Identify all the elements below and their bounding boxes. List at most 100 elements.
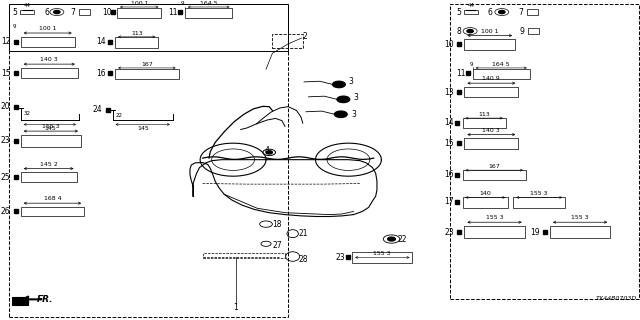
Bar [463,197,508,208]
Text: 145: 145 [137,126,148,131]
Circle shape [54,11,60,14]
Text: 4: 4 [264,146,269,155]
Text: 6: 6 [44,8,49,17]
Bar [10,4,288,317]
Text: 23: 23 [445,228,454,236]
Bar [352,252,412,263]
Bar [10,4,288,51]
Text: 28: 28 [299,254,308,264]
Text: 1: 1 [233,303,238,312]
Text: 22: 22 [115,113,122,118]
Circle shape [499,11,505,14]
Bar [463,118,506,128]
Bar [273,34,303,48]
Bar [450,4,639,300]
Text: 25: 25 [1,173,11,182]
Circle shape [333,81,345,88]
Text: 9: 9 [13,24,16,29]
Text: 164 5: 164 5 [492,62,510,67]
Text: 16: 16 [444,170,454,179]
Text: 23: 23 [1,136,11,146]
Text: 26: 26 [1,207,11,216]
Text: 155 3: 155 3 [373,251,391,256]
Text: 21: 21 [299,229,308,238]
Text: 155 3: 155 3 [42,124,60,129]
Text: 11: 11 [168,8,177,17]
Text: TX44B0703D: TX44B0703D [596,296,637,301]
Text: 20: 20 [1,102,11,111]
Text: 24: 24 [93,105,102,114]
Bar [513,197,565,208]
Text: 2: 2 [303,32,308,41]
Text: 18: 18 [273,220,282,228]
Circle shape [388,237,396,241]
Text: 11: 11 [456,68,466,77]
Text: FR.: FR. [36,295,53,304]
Bar [465,139,518,148]
Bar [13,297,28,305]
Text: 140 3: 140 3 [483,128,500,133]
Bar [473,68,530,79]
Text: 10: 10 [102,8,112,17]
Text: 100 1: 100 1 [39,26,56,31]
Bar [79,9,90,15]
Text: 167: 167 [141,62,153,67]
Bar [115,37,158,48]
Text: 14: 14 [97,37,106,46]
Bar [465,226,525,238]
Bar [20,37,75,47]
Bar [20,172,77,182]
Text: 3: 3 [348,77,353,86]
Text: 145 2: 145 2 [40,162,58,167]
Text: 5: 5 [456,8,461,17]
Text: 140 9: 140 9 [483,76,500,81]
Bar [20,135,81,147]
Text: 9: 9 [470,62,473,67]
Text: 155 3: 155 3 [572,215,589,220]
Text: 44: 44 [467,3,474,8]
Bar [20,10,34,14]
Bar [115,68,179,79]
Bar [20,207,84,216]
Bar [527,9,538,15]
Circle shape [467,29,474,33]
Text: 113: 113 [478,112,490,117]
Bar [528,28,540,34]
Text: 19: 19 [530,228,540,236]
Text: 164 5: 164 5 [200,1,218,6]
Bar [465,39,515,50]
Bar [20,68,78,78]
Bar [464,10,477,14]
Text: 9: 9 [520,27,524,36]
Text: 23: 23 [335,253,345,262]
Bar [203,253,285,258]
Text: 15: 15 [1,68,11,77]
Text: 9: 9 [180,1,184,6]
Bar [550,226,610,238]
Bar [463,170,526,180]
Text: 12: 12 [1,37,11,46]
Bar [117,8,161,18]
Text: 155 3: 155 3 [531,191,548,196]
Circle shape [337,96,349,102]
Text: 155 3: 155 3 [486,215,503,220]
Text: 17: 17 [444,197,454,206]
Text: 168 4: 168 4 [44,196,61,201]
Circle shape [266,151,273,154]
Text: 27: 27 [273,241,282,250]
Text: 100 1: 100 1 [131,1,148,6]
Text: 140: 140 [479,191,492,196]
Text: 10: 10 [445,40,454,49]
Text: 3: 3 [351,110,356,119]
Text: 7: 7 [71,8,76,17]
Bar [465,87,518,97]
Text: 13: 13 [445,88,454,97]
Text: 145: 145 [44,126,56,131]
Text: 6: 6 [488,8,493,17]
Text: 7: 7 [518,8,523,17]
Bar [185,8,232,18]
Text: 32: 32 [23,111,30,116]
Text: 5: 5 [13,8,17,17]
Text: 15: 15 [445,139,454,148]
Text: 14: 14 [444,118,454,127]
